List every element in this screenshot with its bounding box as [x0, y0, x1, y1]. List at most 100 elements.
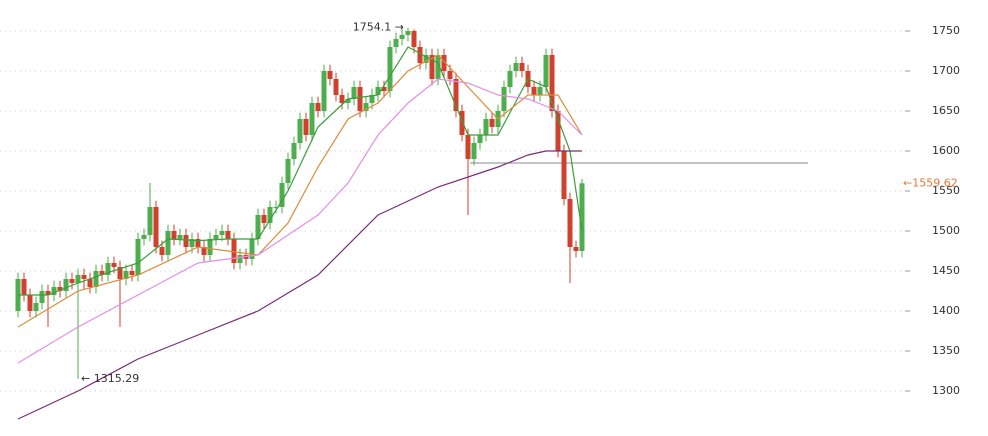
candle-body: [327, 71, 333, 79]
y-tick-label: 1500: [932, 224, 960, 237]
candle-body: [345, 99, 351, 103]
candle-body: [321, 71, 327, 111]
candle-body: [351, 87, 357, 99]
candle-body: [567, 199, 573, 247]
candle-body: [177, 235, 183, 239]
candle-body: [261, 215, 267, 223]
candle-body: [357, 87, 363, 111]
candle-body: [231, 239, 237, 263]
candle-body: [117, 267, 123, 279]
candle-body: [489, 119, 495, 127]
candle-body: [225, 231, 231, 239]
candle-body: [171, 231, 177, 239]
candle-body: [519, 63, 525, 71]
candle-body: [129, 271, 135, 275]
candle-body: [141, 235, 147, 239]
candle-body: [417, 47, 423, 63]
candle-body: [411, 31, 417, 47]
candle-body: [51, 287, 57, 295]
candle-body: [123, 271, 129, 279]
candle-body: [93, 271, 99, 287]
candle-body: [111, 263, 117, 267]
candle-body: [195, 239, 201, 247]
moving-average: [18, 46, 583, 296]
candle-body: [315, 103, 321, 111]
candle-body: [105, 263, 111, 275]
candle-body: [561, 151, 567, 199]
candle-body: [237, 255, 243, 263]
candle-body: [513, 63, 519, 71]
candle-body: [339, 95, 345, 103]
y-tick-label: 1350: [932, 344, 960, 357]
candle-body: [369, 95, 375, 103]
candle-body: [39, 291, 45, 303]
candle-body: [159, 247, 165, 255]
candle-body: [69, 279, 75, 283]
candle-body: [465, 135, 471, 159]
candle-body: [579, 183, 585, 251]
candle-body: [273, 207, 279, 208]
candle-body: [309, 103, 315, 135]
candle-body: [183, 235, 189, 247]
candle-body: [507, 71, 513, 87]
candle-body: [207, 239, 213, 255]
candle-body: [99, 271, 105, 275]
candle-body: [387, 47, 393, 91]
candle-body: [45, 291, 51, 295]
candle-body: [75, 275, 81, 283]
candle-body: [267, 207, 273, 223]
moving-average: [17, 150, 582, 420]
moving-average: [17, 78, 583, 364]
candle-body: [213, 235, 219, 239]
candle-body: [375, 87, 381, 95]
candle-body: [435, 55, 441, 79]
candle-body: [165, 231, 171, 255]
candle-body: [381, 87, 387, 91]
max-label: 1754.1 →: [353, 21, 404, 34]
candle-body: [447, 71, 453, 79]
candle-body: [393, 39, 399, 47]
y-tick-label: 1450: [932, 264, 960, 277]
y-tick-label: 1550: [932, 184, 960, 197]
min-label: ← 1315.29: [81, 372, 139, 385]
candle-body: [255, 215, 261, 239]
candle-body: [363, 103, 369, 111]
candle-body: [549, 55, 555, 111]
candle-body: [483, 119, 489, 135]
candle-body: [543, 55, 549, 87]
y-tick-label: 1400: [932, 304, 960, 317]
candle-body: [459, 111, 465, 135]
candle-body: [471, 143, 477, 159]
y-tick-label: 1750: [932, 24, 960, 37]
candle-body: [423, 55, 429, 63]
candle-body: [453, 79, 459, 111]
candle-body: [297, 119, 303, 143]
last-price-label: ←1559.62: [903, 176, 958, 189]
candle-body: [441, 55, 447, 71]
candle-body: [153, 207, 159, 247]
candle-body: [219, 231, 225, 235]
candle-body: [399, 35, 405, 39]
candle-body: [57, 287, 63, 291]
candle-body: [285, 159, 291, 183]
candle-body: [135, 239, 141, 275]
candle-body: [189, 239, 195, 247]
candle-body: [303, 119, 309, 135]
y-tick-label: 1600: [932, 144, 960, 157]
candle-body: [21, 279, 27, 295]
candle-body: [87, 279, 93, 287]
candle-body: [147, 207, 153, 235]
candle-body: [531, 87, 537, 95]
candle-body: [279, 183, 285, 207]
y-tick-label: 1700: [932, 64, 960, 77]
y-tick-label: 1650: [932, 104, 960, 117]
candle-body: [201, 247, 207, 255]
candle-body: [477, 135, 483, 143]
y-tick-label: 1300: [932, 384, 960, 397]
candle-body: [555, 111, 561, 151]
candle-body: [405, 31, 411, 35]
candle-body: [81, 275, 87, 279]
candle-body: [33, 303, 39, 311]
candle-body: [501, 87, 507, 111]
